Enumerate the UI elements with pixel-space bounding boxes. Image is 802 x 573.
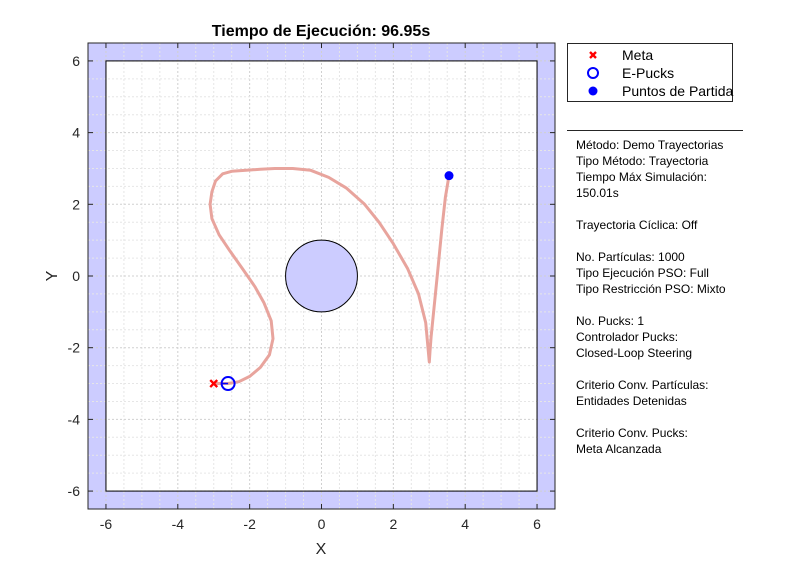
info-line: [576, 361, 796, 377]
info-line: [576, 233, 796, 249]
x-axis-label: X: [316, 541, 327, 558]
legend: Meta E-Pucks Puntos de Partida: [567, 43, 733, 102]
legend-label-meta: Meta: [622, 47, 654, 63]
info-line: Meta Alcanzada: [576, 442, 662, 456]
info-line: [576, 409, 796, 425]
legend-item-epucks: E-Pucks: [568, 64, 732, 82]
x-tick-label: 6: [533, 516, 541, 532]
info-line: Tipo Ejecución PSO: Full: [576, 266, 709, 280]
info-line: Trayectoria Cíclica: Off: [576, 218, 698, 232]
y-tick-label: 6: [72, 53, 80, 69]
info-line: Criterio Conv. Partículas:: [576, 378, 709, 392]
legend-label-start-points: Puntos de Partida: [622, 83, 734, 99]
x-tick-label: 0: [318, 516, 326, 532]
info-line: 150.01s: [576, 186, 619, 200]
x-tick-label: 4: [461, 516, 469, 532]
x-tick-label: -2: [243, 516, 256, 532]
meta-marker-stroke: [209, 379, 219, 388]
x-tick-label: 2: [389, 516, 397, 532]
info-line: Método: Demo Trayectorias: [576, 138, 724, 152]
info-line: Criterio Conv. Pucks:: [576, 426, 688, 440]
x-tick-label: -4: [172, 516, 185, 532]
obstacle-circle: [285, 239, 358, 313]
legend-item-meta: Meta: [568, 46, 732, 64]
info-line: [576, 201, 796, 217]
start-point-marker: [444, 171, 454, 181]
x-tick-label: -6: [100, 516, 113, 532]
info-line: No. Partículas: 1000: [576, 250, 685, 264]
legend-marker-x-icon: [589, 51, 597, 59]
y-tick-label: 4: [72, 125, 80, 141]
legend-item-start-points: Puntos de Partida: [568, 82, 734, 100]
y-tick-label: -2: [68, 340, 81, 356]
info-divider: [567, 130, 743, 131]
info-line: No. Pucks: 1: [576, 314, 645, 328]
legend-marker-filled-circle-icon: [588, 86, 598, 96]
y-tick-label: -6: [68, 483, 81, 499]
meta-marker: [209, 379, 219, 388]
info-panel: Método: Demo Trayectorias Tipo Método: Tr…: [576, 137, 796, 457]
info-line: Entidades Detenidas: [576, 394, 687, 408]
info-line: Tiempo Máx Simulación:: [576, 170, 707, 184]
info-line: Controlador Pucks:: [576, 330, 679, 344]
chart-title: Tiempo de Ejecución: 96.95s: [212, 23, 431, 40]
y-tick-label: 2: [72, 196, 80, 212]
trajectory-line: [208, 167, 451, 385]
y-tick-label: -4: [68, 411, 81, 427]
arena-boundary: [105, 60, 538, 492]
legend-label-epucks: E-Pucks: [622, 65, 675, 81]
y-axis-label: Y: [44, 270, 61, 281]
info-line: Tipo Método: Trayectoria: [576, 154, 709, 168]
info-line: Tipo Restricción PSO: Mixto: [576, 282, 726, 296]
info-line: [576, 297, 796, 313]
legend-marker-open-circle-icon: [587, 67, 599, 79]
info-line: Closed-Loop Steering: [576, 346, 693, 360]
y-tick-label: 0: [72, 268, 80, 284]
